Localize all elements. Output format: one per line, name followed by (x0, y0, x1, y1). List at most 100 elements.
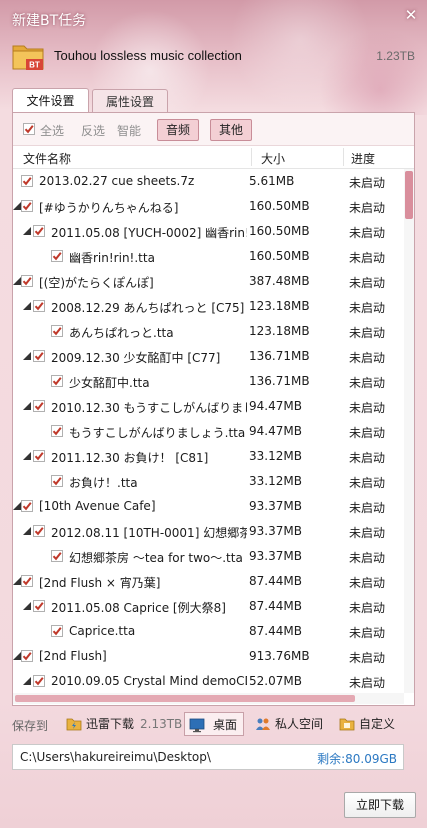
file-row[interactable]: [#ゆうかりんちゃんねる] 160.50MB 未启动 (13, 194, 404, 219)
file-row[interactable]: もうすこしがんばりましょう.tta 94.47MB 未启动 (13, 419, 404, 444)
location-private-space[interactable]: 私人空间 (251, 712, 331, 736)
row-checkbox[interactable] (33, 525, 45, 537)
file-row[interactable]: Caprice.tta 87.44MB 未启动 (13, 619, 404, 644)
file-status: 未启动 (349, 526, 386, 540)
row-checkbox[interactable] (33, 450, 45, 462)
file-size: 93.37MB (249, 524, 302, 538)
expand-arrow-icon[interactable] (13, 652, 21, 660)
expand-arrow-icon[interactable] (23, 677, 31, 685)
file-row[interactable]: 2013.02.27 cue sheets.7z 5.61MB 未启动 (13, 169, 404, 194)
vertical-scrollbar[interactable] (404, 169, 414, 693)
file-list: 2013.02.27 cue sheets.7z 5.61MB 未启动 [#ゆうかりん… (13, 169, 404, 693)
row-checkbox[interactable] (33, 400, 45, 412)
row-checkbox[interactable] (33, 675, 45, 687)
row-checkbox[interactable] (33, 300, 45, 312)
location-custom[interactable]: 自定义 (335, 712, 403, 736)
file-row[interactable]: [2nd Flush × 宵乃葉] 87.44MB 未启动 (13, 569, 404, 594)
custom-folder-icon (339, 718, 355, 731)
location-label: 私人空间 (275, 717, 324, 731)
expand-arrow-icon[interactable] (23, 527, 31, 535)
file-row[interactable]: [(空)がたらくぽんぽ] 387.48MB 未启动 (13, 269, 404, 294)
other-filter-button[interactable]: 其他 (210, 119, 253, 141)
horizontal-scroll-thumb[interactable] (15, 695, 355, 702)
file-status: 未启动 (349, 201, 386, 215)
expand-arrow-icon[interactable] (23, 227, 31, 235)
location-label: 迅雷下载 (86, 717, 135, 731)
file-row[interactable]: 2011.05.08 Caprice [例大祭8] 87.44MB 未启动 (13, 594, 404, 619)
file-size: 160.50MB (249, 249, 310, 263)
row-checkbox[interactable] (51, 625, 63, 637)
column-name[interactable]: 文件名称 (23, 152, 72, 166)
file-row[interactable]: あんちぱれっと.tta 123.18MB 未启动 (13, 319, 404, 344)
vertical-scroll-thumb[interactable] (405, 171, 413, 219)
expand-arrow-icon[interactable] (13, 502, 21, 510)
expand-arrow-icon[interactable] (13, 577, 21, 585)
tab-property-settings[interactable]: 属性设置 (92, 89, 168, 113)
column-progress[interactable]: 进度 (351, 152, 376, 166)
row-checkbox[interactable] (33, 350, 45, 362)
row-checkbox[interactable] (51, 425, 63, 437)
expand-arrow-icon[interactable] (23, 402, 31, 410)
audio-filter-button[interactable]: 音频 (157, 119, 200, 141)
location-desktop[interactable]: 桌面 (184, 712, 244, 736)
row-checkbox[interactable] (51, 475, 63, 487)
horizontal-scrollbar[interactable] (13, 693, 404, 704)
row-checkbox[interactable] (51, 325, 63, 337)
file-status: 未启动 (349, 226, 386, 240)
expand-arrow-icon[interactable] (23, 602, 31, 610)
save-path-text[interactable]: C:\Users\hakureireimu\Desktop\ (20, 750, 211, 764)
file-size: 52.07MB (249, 674, 302, 688)
expand-arrow-icon[interactable] (23, 352, 31, 360)
file-row[interactable]: [10th Avenue Cafe] 93.37MB 未启动 (13, 494, 404, 519)
file-status: 未启动 (349, 301, 386, 315)
bt-folder-icon: BT (12, 45, 44, 70)
row-checkbox[interactable] (21, 175, 33, 187)
location-thunder-download[interactable]: 迅雷下载 2.13TB (62, 712, 182, 736)
row-checkbox[interactable] (51, 550, 63, 562)
expand-arrow-icon[interactable] (13, 277, 21, 285)
row-checkbox[interactable] (51, 250, 63, 262)
file-row[interactable]: お負け！.tta 33.12MB 未启动 (13, 469, 404, 494)
file-row[interactable]: [2nd Flush] 913.76MB 未启动 (13, 644, 404, 669)
column-divider[interactable] (343, 148, 344, 166)
file-row[interactable]: 少女酩酊中.tta 136.71MB 未启动 (13, 369, 404, 394)
column-divider[interactable] (251, 148, 252, 166)
close-icon[interactable]: ✕ (404, 6, 418, 24)
file-row[interactable]: 幻想郷茶房 ～tea for two～.tta 93.37MB 未启动 (13, 544, 404, 569)
expand-arrow-icon[interactable] (13, 202, 21, 210)
row-checkbox[interactable] (51, 375, 63, 387)
column-size[interactable]: 大小 (261, 152, 286, 166)
row-checkbox[interactable] (21, 200, 33, 212)
expand-arrow-icon[interactable] (23, 302, 31, 310)
save-path-field[interactable]: C:\Users\hakureireimu\Desktop\ 剩余:80.09G… (12, 744, 404, 770)
file-name: お負け！.tta (69, 476, 138, 490)
file-row[interactable]: 2010.09.05 Crystal Mind demoCD 52.07MB 未启动 (13, 669, 404, 693)
file-status: 未启动 (349, 276, 386, 290)
row-checkbox[interactable] (21, 500, 33, 512)
row-checkbox[interactable] (33, 600, 45, 612)
row-checkbox[interactable] (21, 575, 33, 587)
file-status: 未启动 (349, 501, 386, 515)
expand-arrow-icon[interactable] (23, 452, 31, 460)
file-row[interactable]: 2009.12.30 少女酩酊中 [C77] 136.71MB 未启动 (13, 344, 404, 369)
tab-file-settings[interactable]: 文件设置 (12, 88, 89, 114)
file-size: 160.50MB (249, 199, 310, 213)
file-row[interactable]: 2011.12.30 お負け！ [C81] 33.12MB 未启动 (13, 444, 404, 469)
file-row[interactable]: 2011.05.08 [YUCH-0002] 幽香rin!rin!.tta160… (13, 219, 404, 244)
row-checkbox[interactable] (21, 650, 33, 662)
file-status: 未启动 (349, 476, 386, 490)
smart-select-link[interactable]: 智能 (117, 124, 142, 138)
download-now-button[interactable]: 立即下载 (344, 792, 416, 818)
file-size: 33.12MB (249, 474, 302, 488)
select-all-checkbox[interactable] (23, 123, 35, 135)
file-row[interactable]: 2012.08.11 [10TH-0001] 幻想郷茶房 93.37MB 未启动 (13, 519, 404, 544)
invert-selection-link[interactable]: 反选 (81, 124, 106, 138)
file-row[interactable]: 2010.12.30 もうすこしがんばりましょう [C79]94.47MB 未启动 (13, 394, 404, 419)
file-row[interactable]: 2008.12.29 あんちぱれっと [C75] 123.18MB 未启动 (13, 294, 404, 319)
row-checkbox[interactable] (33, 225, 45, 237)
file-row[interactable]: 幽香rin!rin!.tta 160.50MB 未启动 (13, 244, 404, 269)
select-all-label[interactable]: 全选 (40, 124, 65, 138)
file-size: 87.44MB (249, 624, 302, 638)
row-checkbox[interactable] (21, 275, 33, 287)
